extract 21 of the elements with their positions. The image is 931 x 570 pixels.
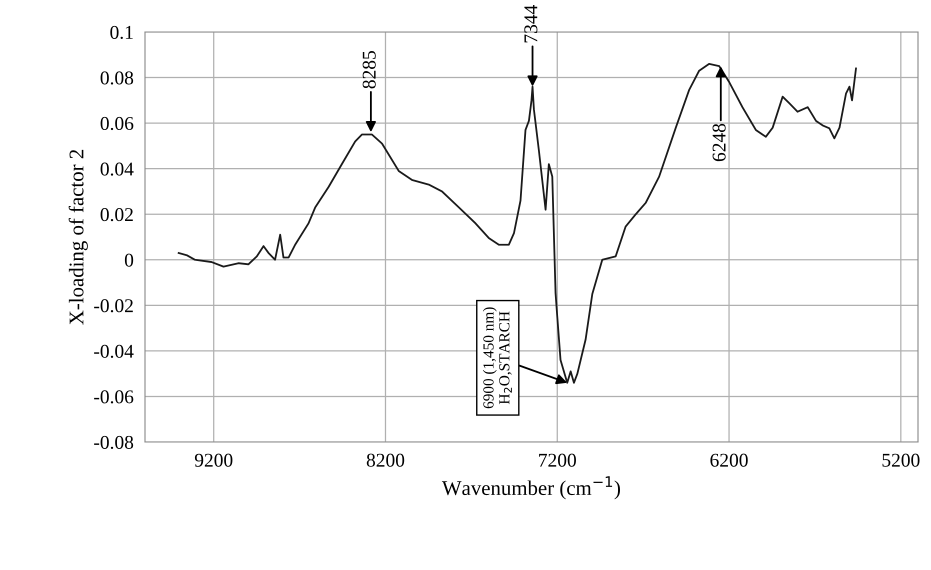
x-tick-label: 8200 (366, 454, 404, 467)
y-tick-label: -0.06 (94, 390, 134, 404)
x-tick-label: 7200 (539, 454, 576, 467)
y-tick-label: 0.08 (100, 71, 134, 85)
y-tick-label: 0 (124, 254, 134, 267)
y-tick-label: -0.04 (94, 344, 134, 358)
x-axis-title: Wavenumber (cm$^{−1}$) (442, 476, 620, 500)
y-axis-title: X-loading of factor 2 (68, 150, 88, 325)
y-tick-label: 0.02 (100, 208, 133, 222)
x-tick-label: 6200 (710, 454, 748, 467)
annotation: 7344 (524, 5, 538, 42)
y-tick-label: -0.02 (94, 299, 133, 312)
annotation: 8285 (362, 51, 376, 88)
y-tick-label: 0.06 (100, 116, 134, 130)
annotation: 6248 (712, 124, 726, 162)
x-tick-label: 5200 (882, 454, 920, 467)
y-tick-label: 0.1 (110, 26, 133, 40)
y-tick-label: 0.04 (100, 162, 134, 176)
y-tick-label: -0.08 (94, 436, 134, 450)
annotation: 6900 (1,450 nm) H$_{2}$O,STARCH (482, 307, 512, 408)
x-tick-label: 9200 (194, 454, 232, 467)
